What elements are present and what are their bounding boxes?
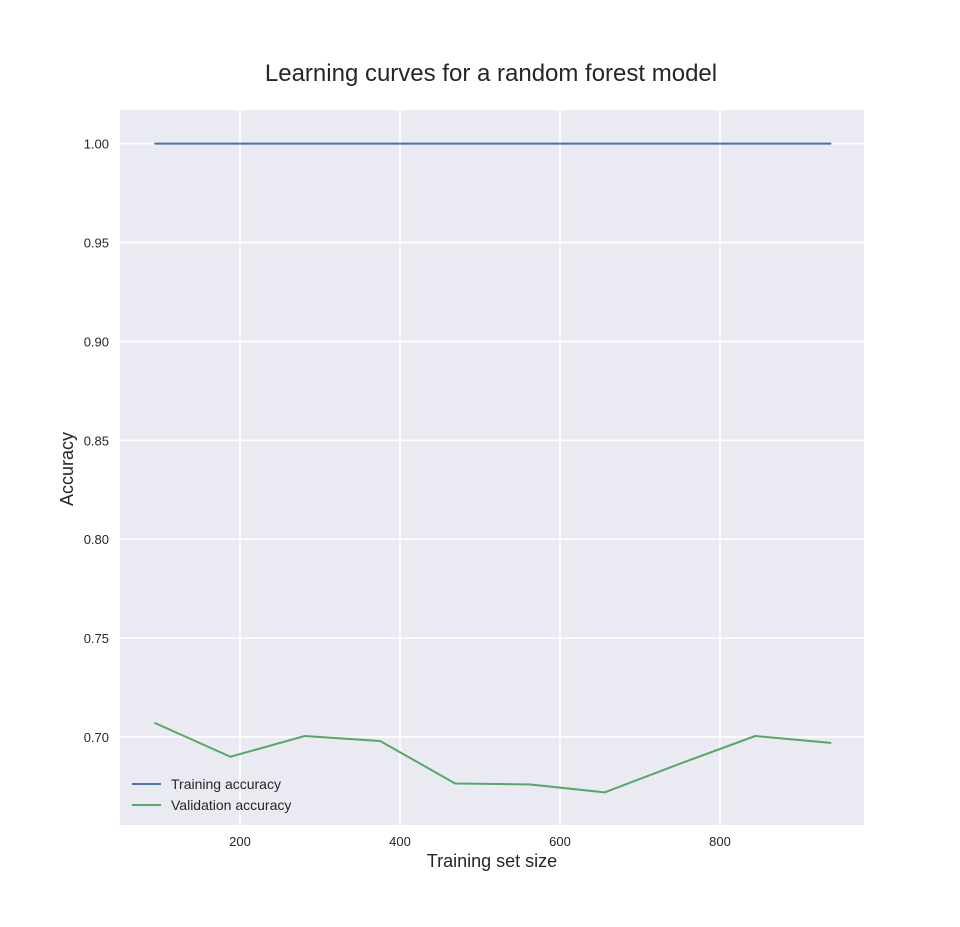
y-tick-label: 0.85: [84, 433, 109, 448]
series-line-validation-accuracy: [154, 722, 832, 794]
y-tick-label: 0.75: [84, 631, 109, 646]
plot-area: [120, 110, 864, 825]
legend-label: Validation accuracy: [171, 797, 291, 813]
y-axis-label: Accuracy: [57, 432, 77, 506]
x-tick-label: 600: [549, 834, 571, 849]
legend-label: Training accuracy: [171, 776, 281, 792]
x-axis-ticks: 200 400 600 800: [229, 834, 731, 849]
x-axis-label: Training set size: [427, 851, 557, 871]
y-axis-ticks: 0.70 0.75 0.80 0.85 0.90 0.95 1.00: [84, 137, 109, 745]
x-tick-label: 400: [389, 834, 411, 849]
y-tick-label: 0.90: [84, 334, 109, 349]
y-tick-label: 0.70: [84, 730, 109, 745]
y-tick-label: 0.80: [84, 532, 109, 547]
chart-title: Learning curves for a random forest mode…: [265, 60, 717, 87]
x-tick-label: 800: [709, 834, 731, 849]
x-tick-label: 200: [229, 834, 251, 849]
y-tick-label: 0.95: [84, 236, 109, 251]
legend: Training accuracy Validation accuracy: [132, 776, 291, 813]
data-series: [154, 142, 832, 794]
y-tick-label: 1.00: [84, 137, 109, 152]
